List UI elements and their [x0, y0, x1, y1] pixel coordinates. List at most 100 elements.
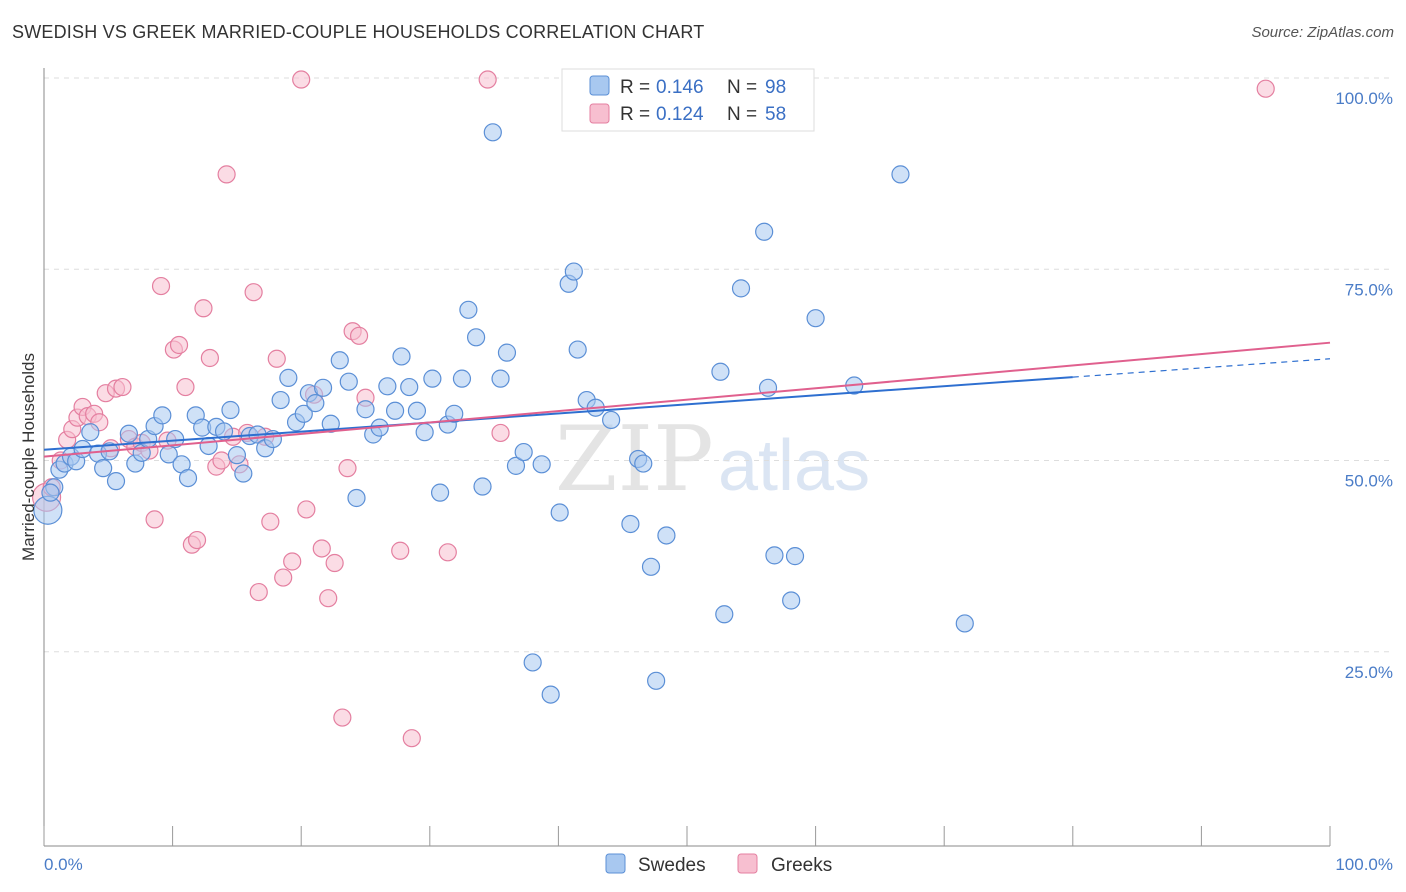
swedes-point-97 [41, 483, 60, 502]
swedes-point-68 [532, 455, 551, 474]
y-axis-title: Married-couple Households [19, 353, 38, 561]
swedes-point-6 [73, 439, 92, 459]
bottom-legend: Swedes Greeks [605, 853, 832, 876]
greeks-point-29 [212, 451, 231, 470]
x-ticks [43, 826, 1331, 846]
legend-n-value-greeks: 58 [765, 104, 786, 125]
y-tick-label-75: 75.0% [1345, 280, 1393, 299]
swedes-point-49 [385, 401, 405, 420]
swedes-point-40 [313, 378, 333, 397]
swedes-trend-line [43, 376, 1073, 451]
swedes-point-86 [711, 362, 730, 381]
swedes-point-66 [514, 442, 533, 462]
swedes-point-24 [199, 436, 218, 456]
swedes-point-52 [407, 401, 427, 420]
swedes-point-63 [491, 369, 510, 388]
legend-r-label-greeks: R = [620, 104, 650, 125]
x-tick-label-min: 0.0% [44, 855, 83, 874]
greeks-point-53 [402, 729, 421, 748]
swedes-point-91 [785, 547, 805, 566]
swedes-point-73 [568, 340, 587, 359]
swedes-point-41 [321, 414, 340, 433]
greeks-point-34 [244, 283, 263, 302]
greeks-point-47 [333, 708, 352, 727]
swedes-trend-extension [1072, 358, 1331, 378]
x-tick-label-max: 100.0% [1335, 855, 1393, 874]
y-tick-label-25: 25.0% [1345, 663, 1393, 682]
greeks-point-18 [145, 510, 164, 529]
swedes-point-70 [550, 503, 569, 522]
swedes-point-34 [271, 390, 290, 410]
swedes-point-90 [765, 546, 784, 565]
swedes-point-44 [347, 488, 366, 508]
greeks-point-41 [292, 70, 311, 89]
greeks-point-52 [391, 541, 410, 560]
swedes-point-88 [755, 222, 774, 241]
greeks-point-37 [261, 512, 280, 531]
swedes-point-69 [541, 685, 560, 704]
greeks-trend-line [43, 341, 1331, 458]
bottom-legend-label-swedes: Swedes [638, 855, 706, 876]
y-tick-label-100: 100.0% [1335, 89, 1393, 108]
swedes-point-82 [657, 526, 676, 545]
swedes-point-48 [378, 377, 397, 396]
greeks-point-13 [113, 377, 132, 397]
swedes-point-59 [459, 300, 478, 319]
legend-n-label-greeks: N = [727, 104, 757, 125]
greeks-point-38 [267, 349, 286, 368]
swedes-point-42 [330, 351, 349, 370]
swedes-point-50 [392, 347, 411, 366]
swedes-point-37 [294, 404, 313, 423]
swedes-point-85 [715, 605, 734, 624]
swedes-point-57 [445, 404, 464, 423]
swedes-point-76 [602, 410, 621, 430]
swedes-point-43 [339, 372, 358, 391]
swedes-point-27 [221, 400, 240, 420]
swedes-point-51 [400, 377, 419, 397]
greeks-point-42 [297, 500, 316, 519]
swedes-point-81 [641, 557, 661, 576]
swedes-point-28 [227, 446, 246, 465]
swedes-point-72 [564, 262, 583, 281]
greeks-point-54 [438, 543, 457, 562]
legend-swatch-greeks [589, 103, 610, 124]
swedes-point-9 [94, 459, 113, 478]
swedes-point-95 [891, 165, 910, 184]
swedes-point-60 [466, 328, 486, 347]
greeks-point-22 [169, 335, 189, 355]
bottom-legend-swatch-greeks [737, 853, 758, 874]
bottom-legend-label-greeks: Greeks [771, 855, 832, 876]
swedes-point-67 [523, 653, 542, 672]
greeks-point-23 [176, 377, 195, 397]
swedes-point-39 [306, 394, 325, 413]
swedes-point-45 [356, 400, 375, 419]
swedes-point-17 [153, 406, 172, 425]
y-tick-label-50: 50.0% [1345, 472, 1393, 491]
swedes-point-65 [506, 456, 526, 475]
swedes-point-62 [483, 123, 502, 142]
swedes-point-7 [81, 423, 100, 442]
greeks-point-45 [319, 589, 338, 608]
swedes-point-93 [806, 309, 825, 328]
legend-swatch-swedes [589, 75, 610, 96]
greeks-point-55 [478, 70, 497, 89]
legend-r-value-greeks: 0.124 [656, 104, 704, 125]
swedes-point-79 [634, 454, 653, 473]
greeks-point-26 [194, 299, 213, 318]
swedes-point-61 [473, 477, 492, 496]
greeks-point-40 [283, 552, 302, 571]
greeks-point-57 [1256, 79, 1275, 98]
greeks-point-19 [151, 276, 171, 296]
legend: R = 0.146 N = 98 R = 0.124 N = 58 [561, 68, 815, 132]
swedes-point-87 [731, 279, 751, 298]
source-credit: Source: ZipAtlas.com [1251, 24, 1394, 41]
swedes-point-77 [621, 514, 640, 534]
greeks-point-27 [200, 348, 219, 368]
watermark-atlas: atlas [718, 426, 870, 506]
legend-n-value-swedes: 98 [765, 77, 786, 98]
swedes-point-55 [430, 483, 450, 502]
greeks-point-39 [274, 568, 293, 587]
swedes-point-35 [279, 368, 298, 387]
greeks-point-48 [338, 459, 357, 478]
